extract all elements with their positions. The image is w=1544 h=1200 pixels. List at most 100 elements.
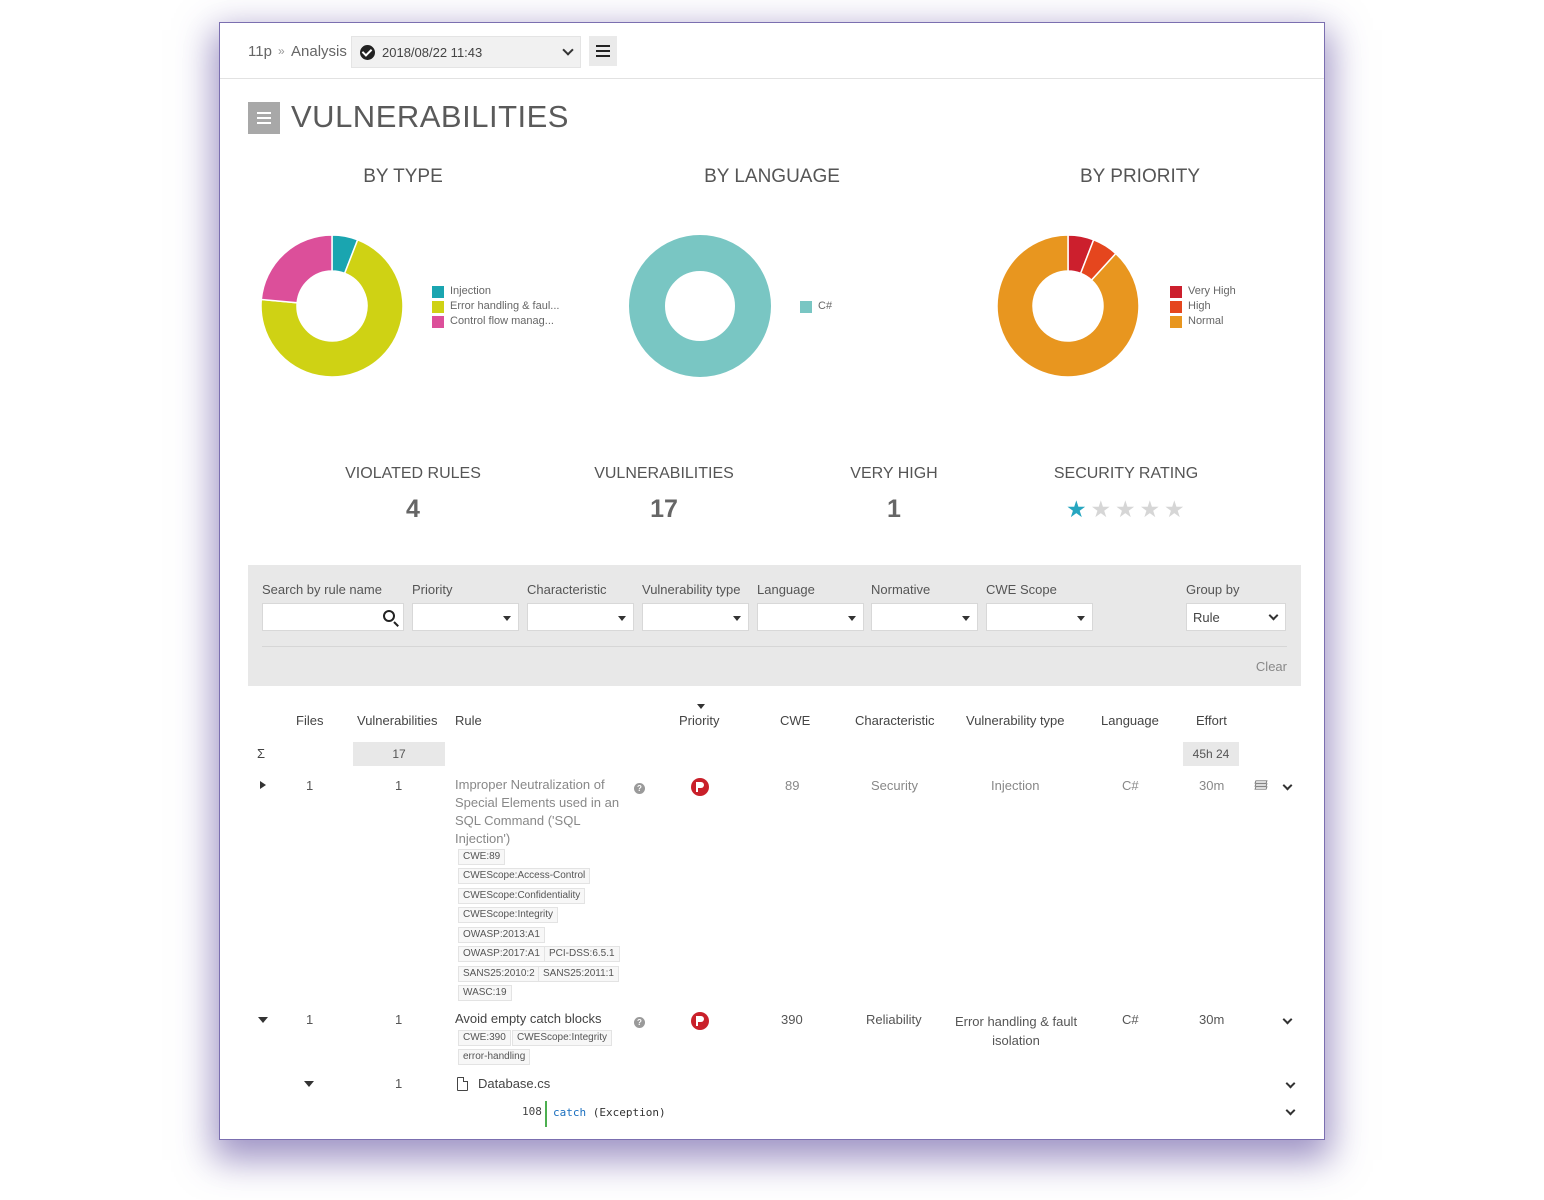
collapse-row-icon[interactable]: [258, 1017, 268, 1023]
donut-chart-by-priority: [996, 234, 1140, 378]
code-snippet: catch (Exception): [553, 1106, 666, 1119]
priority-filter-select[interactable]: [412, 603, 519, 631]
summary-vulnerabilities: 17: [353, 742, 445, 766]
language-filter-select[interactable]: [757, 603, 864, 631]
rule-tag[interactable]: OWASP:2013:A1: [458, 927, 545, 943]
rule-tag[interactable]: error-handling: [458, 1049, 531, 1065]
vulnerability-type-filter-select[interactable]: [642, 603, 749, 631]
breadcrumb-project[interactable]: 11p: [248, 43, 272, 60]
row-files: 1: [306, 1012, 314, 1027]
rule-tag[interactable]: PCI-DSS:6.5.1: [544, 946, 620, 962]
pie-slice-normal[interactable]: [996, 234, 1140, 378]
rule-tag[interactable]: OWASP:2017:A1: [458, 946, 545, 962]
group-by-value: Rule: [1193, 610, 1220, 625]
column-header-vulnerability-type[interactable]: Vulnerability type: [966, 713, 1065, 728]
rule-tag[interactable]: CWEScope:Access-Control: [458, 868, 591, 884]
star-icon: ★: [1164, 496, 1185, 522]
normative-filter-label: Normative: [871, 582, 931, 597]
column-header-vulnerabilities[interactable]: Vulnerabilities: [357, 713, 438, 728]
stat-vulnerabilities-value: 17: [650, 495, 678, 523]
row-language: C#: [1122, 778, 1139, 793]
layers-icon[interactable]: [1254, 780, 1269, 792]
star-icon: ★: [1139, 496, 1161, 522]
rule-name-line: SQL Command ('SQL: [455, 813, 581, 828]
chevron-down-icon[interactable]: [1282, 1014, 1293, 1025]
column-header-rule[interactable]: Rule: [455, 713, 482, 728]
caret-down-icon: [618, 616, 626, 621]
rule-tag[interactable]: SANS25:2011:1: [538, 966, 619, 982]
rule-tag[interactable]: WASC:19: [458, 985, 512, 1001]
row-cwe[interactable]: 89: [785, 778, 800, 793]
analysis-date-select[interactable]: 2018/08/22 11:43: [351, 36, 581, 68]
hamburger-icon: [596, 45, 610, 47]
star-icon: ★: [1115, 496, 1136, 522]
characteristic-filter-label: Characteristic: [527, 582, 607, 597]
chevron-down-icon[interactable]: [1285, 1105, 1296, 1116]
search-icon: [383, 610, 395, 622]
analysis-date-value: 2018/08/22 11:43: [382, 45, 483, 60]
rule-name[interactable]: Avoid empty catch blocks: [455, 1011, 602, 1026]
help-icon[interactable]: ?: [634, 783, 645, 794]
chevron-down-icon[interactable]: [1285, 1078, 1296, 1089]
legend-label: Injection: [450, 285, 491, 297]
collapse-file-icon[interactable]: [304, 1081, 314, 1087]
language-filter-label: Language: [757, 582, 815, 597]
sort-desc-icon: [697, 704, 705, 709]
vulnerability-type-line: Error handling & fault: [954, 1014, 1078, 1029]
row-cwe[interactable]: 390: [781, 1012, 803, 1027]
cwe-scope-filter-select[interactable]: [986, 603, 1093, 631]
rule-tag[interactable]: SANS25:2010:2: [458, 966, 540, 982]
rule-tag[interactable]: CWEScope:Confidentiality: [458, 888, 586, 904]
clear-filters-link[interactable]: Clear: [1255, 659, 1287, 674]
rule-tag[interactable]: CWE:89: [458, 849, 506, 865]
very-high-priority-icon: [691, 778, 709, 796]
column-header-effort[interactable]: Effort: [1196, 713, 1227, 728]
normative-filter-select[interactable]: [871, 603, 978, 631]
rule-name-line: Injection'): [455, 831, 511, 846]
legend-label: Error handling & faul...: [450, 300, 560, 312]
help-icon[interactable]: ?: [634, 1017, 645, 1028]
pie-slice-error-handling-faul[interactable]: [260, 238, 404, 378]
caret-down-icon: [733, 616, 741, 621]
menu-button[interactable]: [589, 36, 617, 66]
group-by-label: Group by: [1186, 582, 1240, 597]
group-by-select[interactable]: Rule: [1186, 603, 1286, 631]
characteristic-filter-select[interactable]: [527, 603, 634, 631]
pie-slice-c[interactable]: [629, 235, 771, 377]
column-header-files[interactable]: Files: [296, 713, 324, 728]
legend-label: High: [1188, 300, 1211, 312]
file-name[interactable]: Database.cs: [478, 1076, 551, 1091]
chevron-down-icon: [1268, 610, 1279, 621]
stat-security-rating-label: SECURITY RATING: [1053, 465, 1199, 482]
pie-slice-control-flow-manag[interactable]: [260, 234, 333, 304]
star-icon: ★: [1066, 496, 1087, 522]
row-effort: 30m: [1199, 1012, 1225, 1027]
stat-very-high-value: 1: [887, 495, 901, 523]
rule-tag[interactable]: CWE:390: [458, 1030, 511, 1046]
column-header-characteristic[interactable]: Characteristic: [855, 713, 935, 728]
rule-tag[interactable]: CWEScope:Integrity: [458, 907, 559, 923]
caret-down-icon: [962, 616, 970, 621]
rule-tag[interactable]: CWEScope:Integrity: [512, 1030, 613, 1046]
row-vulnerabilities: 1: [395, 1012, 403, 1027]
expand-row-icon[interactable]: [260, 781, 266, 789]
breadcrumb-analysis[interactable]: Analysis: [291, 43, 347, 60]
chevron-down-icon[interactable]: [1282, 780, 1293, 791]
code-keyword: catch: [553, 1106, 587, 1119]
top-bar: 11p » Analysis 2018/08/22 11:43: [220, 23, 1324, 79]
chart-title-by-language: BY LANGUAGE: [704, 166, 840, 187]
stat-very-high-label: VERY HIGH: [850, 465, 938, 482]
row-language: C#: [1122, 1012, 1139, 1027]
column-header-cwe[interactable]: CWE: [780, 713, 811, 728]
row-vulnerabilities: 1: [395, 778, 403, 793]
legend-swatch: [800, 301, 812, 313]
column-header-priority[interactable]: Priority: [679, 713, 720, 728]
row-effort: 30m: [1199, 778, 1225, 793]
hamburger-icon: [596, 55, 610, 57]
rule-name[interactable]: Improper Neutralization of Special Eleme…: [455, 776, 619, 848]
sidebar-toggle-button[interactable]: [248, 102, 280, 134]
column-header-language[interactable]: Language: [1101, 713, 1159, 728]
search-input[interactable]: [262, 603, 404, 631]
legend-swatch: [1170, 316, 1182, 328]
file-icon: [457, 1077, 468, 1091]
